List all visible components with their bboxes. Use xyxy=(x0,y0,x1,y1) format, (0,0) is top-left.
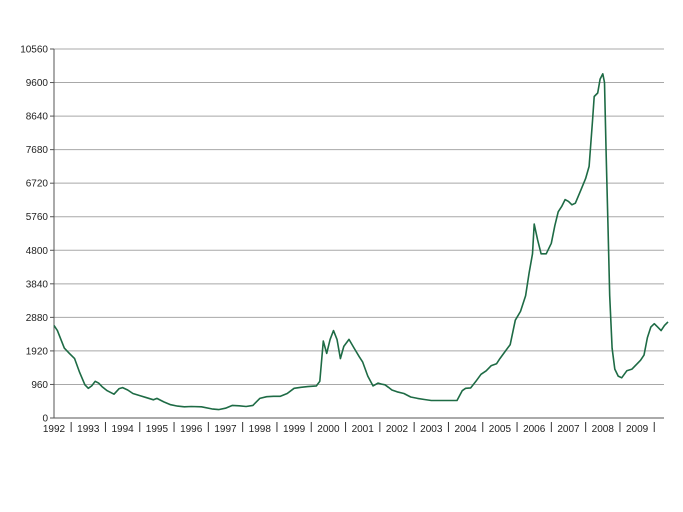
x-axis-ticks: 1992 1993 1994 1995 1996 1997 1998 1999 2000 2001… xyxy=(43,422,655,435)
x-tick-label: 2008 xyxy=(592,424,615,435)
y-tick-label: 7680 xyxy=(26,145,49,156)
x-tick-label: 2000 xyxy=(317,424,340,435)
y-tick-label: 5760 xyxy=(26,212,49,223)
x-tick-label: 2001 xyxy=(352,424,375,435)
y-tick-label: 960 xyxy=(31,380,48,391)
x-tick-label: 1997 xyxy=(214,424,237,435)
x-tick-label: 1995 xyxy=(146,424,169,435)
grid-lines xyxy=(54,48,664,419)
y-tick-label: 9600 xyxy=(26,78,49,89)
x-tick-label: 1992 xyxy=(43,424,66,435)
series-group xyxy=(53,73,669,411)
y-tick-label: 0 xyxy=(42,414,48,425)
x-tick-label: 2004 xyxy=(454,424,477,435)
x-tick-label: 1996 xyxy=(180,424,203,435)
series-line xyxy=(53,73,669,411)
y-tick-label: 6720 xyxy=(26,179,49,190)
x-tick-label: 2009 xyxy=(626,424,649,435)
x-tick-label: 2003 xyxy=(420,424,443,435)
x-tick-label: 2005 xyxy=(489,424,512,435)
x-tick-label: 1999 xyxy=(283,424,306,435)
y-tick-label: 2880 xyxy=(26,313,49,324)
y-tick-label: 10560 xyxy=(20,45,48,56)
x-tick-label: 1998 xyxy=(249,424,272,435)
x-tick-label: 2007 xyxy=(557,424,580,435)
x-tick-label: 2002 xyxy=(386,424,409,435)
y-tick-label: 8640 xyxy=(26,112,49,123)
x-tick-label: 1993 xyxy=(77,424,100,435)
x-tick-label: 2006 xyxy=(523,424,546,435)
y-axis-ticks: 0 960 1920 2880 3840 4800 5760 6720 7680 8640 9600… xyxy=(20,45,54,425)
y-tick-label: 3840 xyxy=(26,279,49,290)
x-tick-label: 1994 xyxy=(111,424,134,435)
y-tick-label: 4800 xyxy=(26,246,49,257)
y-tick-label: 1920 xyxy=(26,346,49,357)
axes xyxy=(53,49,664,419)
